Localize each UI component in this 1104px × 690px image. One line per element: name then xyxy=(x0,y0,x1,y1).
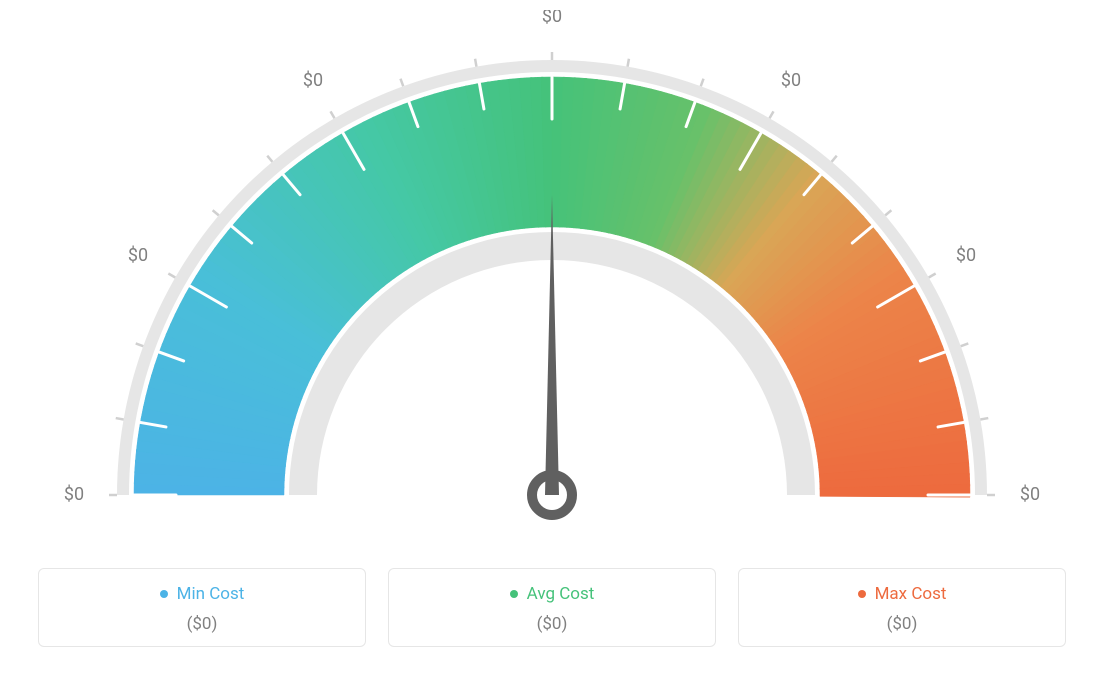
legend-title-min: Min Cost xyxy=(160,584,245,604)
gauge-chart: $0 $0 $0 $0 $0 $0 $0 xyxy=(0,0,1104,560)
svg-text:$0: $0 xyxy=(956,245,976,266)
svg-text:$0: $0 xyxy=(64,484,84,505)
legend-value-avg: ($0) xyxy=(399,614,705,634)
legend-value-max: ($0) xyxy=(749,614,1055,634)
legend-dot-avg xyxy=(510,590,518,598)
legend-label-min: Min Cost xyxy=(177,584,245,604)
legend-card-min: Min Cost ($0) xyxy=(38,568,366,647)
legend-label-max: Max Cost xyxy=(875,584,947,604)
legend-title-max: Max Cost xyxy=(858,584,947,604)
legend-dot-min xyxy=(160,590,168,598)
svg-text:$0: $0 xyxy=(542,10,562,27)
legend-title-avg: Avg Cost xyxy=(510,584,595,604)
legend-card-max: Max Cost ($0) xyxy=(738,568,1066,647)
legend-value-min: ($0) xyxy=(49,614,355,634)
legend-label-avg: Avg Cost xyxy=(527,584,595,604)
svg-text:$0: $0 xyxy=(128,245,148,266)
legend-dot-max xyxy=(858,590,866,598)
svg-text:$0: $0 xyxy=(781,70,801,91)
svg-text:$0: $0 xyxy=(303,70,323,91)
legend-card-avg: Avg Cost ($0) xyxy=(388,568,716,647)
svg-text:$0: $0 xyxy=(1020,484,1040,505)
gauge-svg: $0 $0 $0 $0 $0 $0 $0 xyxy=(52,10,1052,570)
legend-row: Min Cost ($0) Avg Cost ($0) Max Cost ($0… xyxy=(0,568,1104,647)
